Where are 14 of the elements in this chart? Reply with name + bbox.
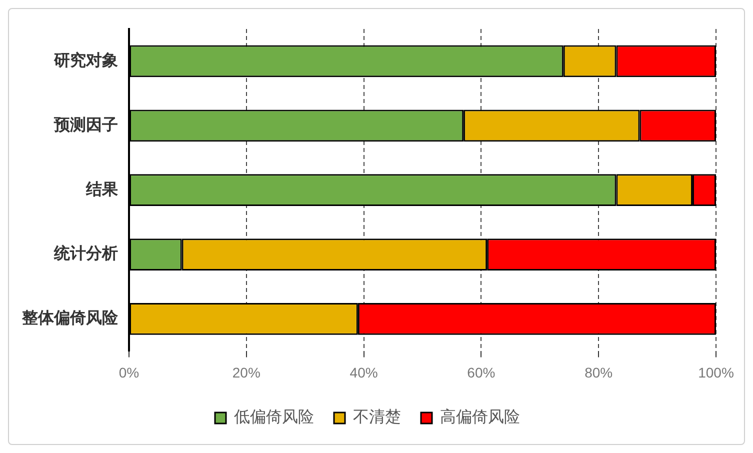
legend-label: 低偏倚风险 [234,407,314,426]
x-tick-label: 0% [118,364,140,380]
x-tick-label: 80% [584,364,613,380]
legend-label: 不清楚 [353,407,401,426]
x-tick-label: 60% [467,364,496,380]
legend-label: 高偏倚风险 [440,407,520,426]
y-tick-label: 统计分析 [53,244,118,263]
x-tick-label: 20% [232,364,260,380]
y-tick-label: 整体偏倚风险 [21,308,119,328]
y-tick-label: 结果 [85,179,119,198]
x-tick-label: 40% [350,364,378,380]
y-tick-label: 研究对象 [53,50,118,70]
x-tick-label: 100% [698,364,734,380]
y-tick-label: 预测因子 [53,114,118,134]
